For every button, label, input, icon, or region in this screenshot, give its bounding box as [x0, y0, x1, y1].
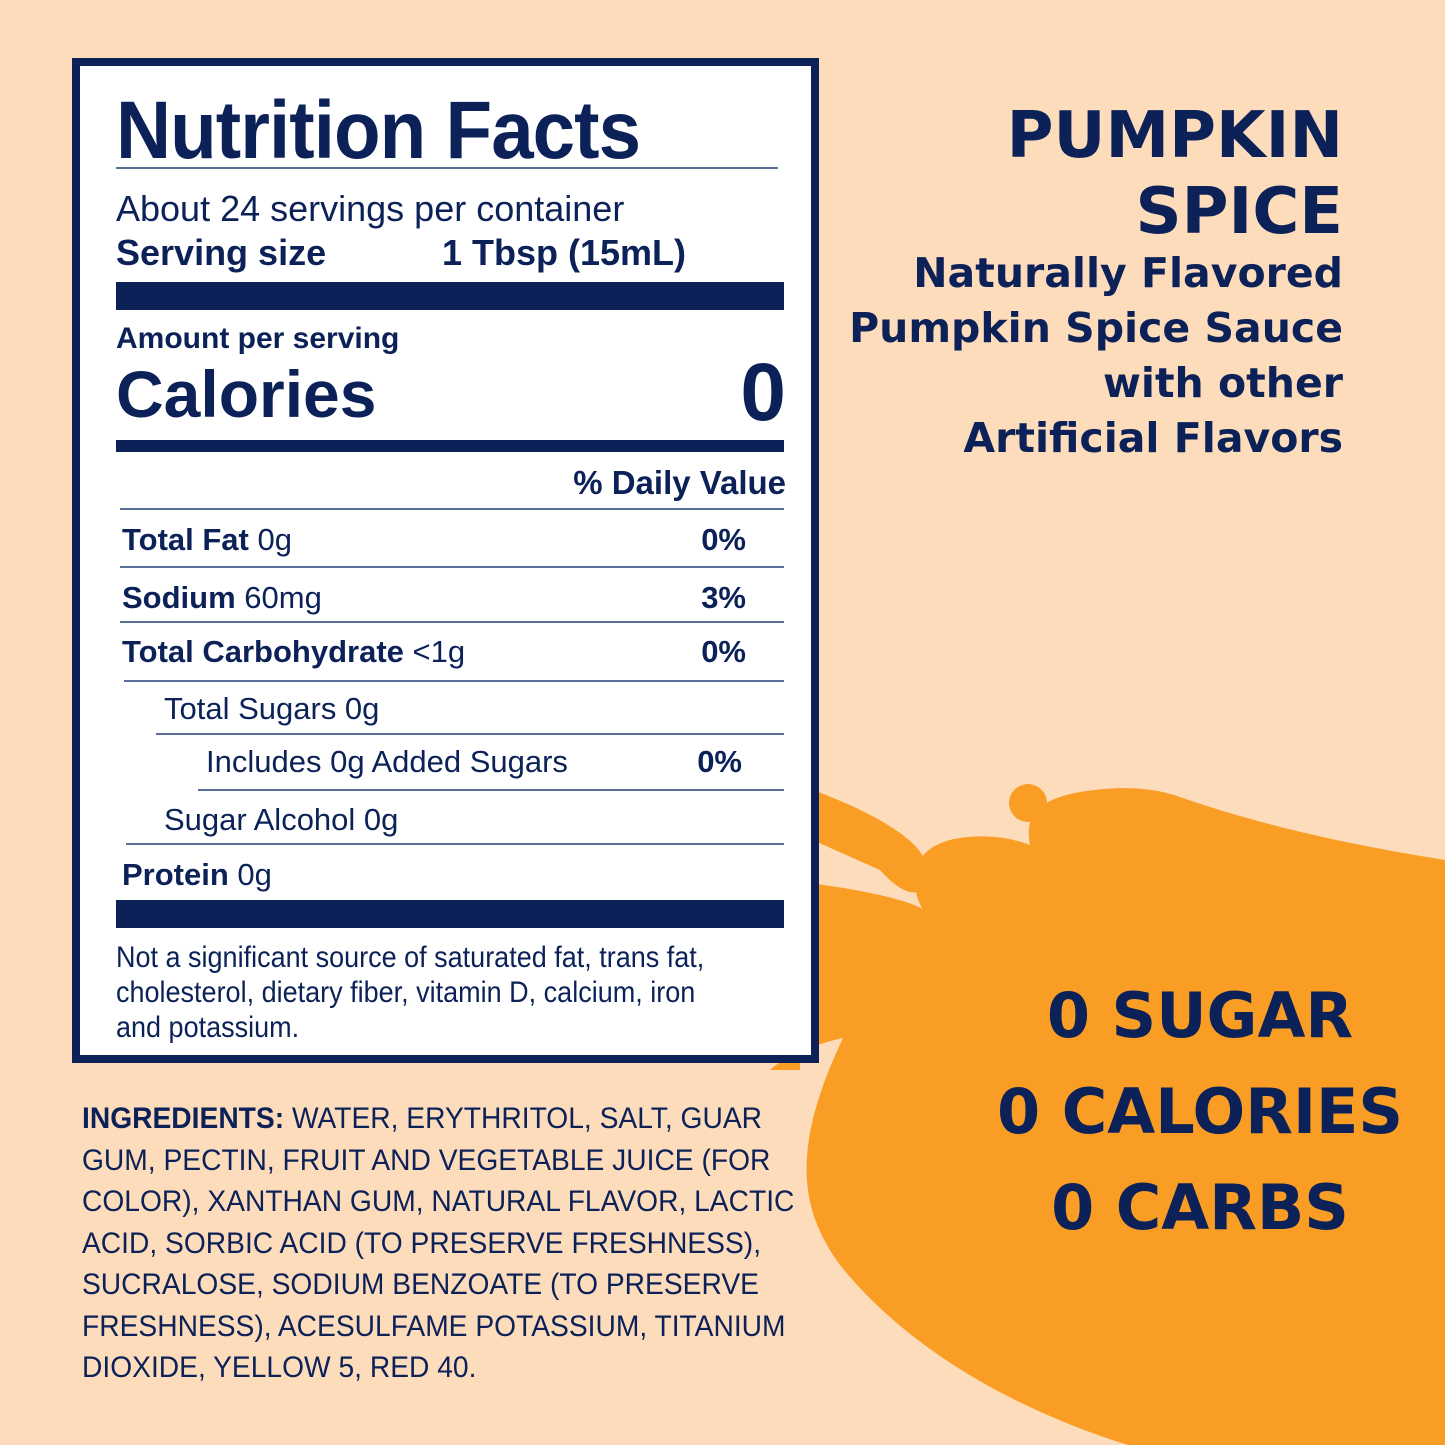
nutrient-row-protein: Protein 0g [122, 857, 746, 893]
amount-per-serving: Amount per serving [116, 322, 400, 355]
product-desc-line: Artificial Flavors [963, 414, 1343, 462]
thick-divider [116, 282, 784, 310]
product-desc-line: Naturally Flavored [913, 249, 1343, 297]
nutrient-row-sugar-alcohol: Sugar Alcohol 0g [164, 802, 742, 838]
nutrition-claims: 0 SUGAR 0 CALORIES 0 CARBS [990, 968, 1410, 1256]
ingredients-label: INGREDIENTS: [82, 1102, 285, 1135]
daily-value-header: % Daily Value [573, 464, 786, 501]
divider [120, 566, 784, 568]
nutrient-dv: 0% [701, 522, 746, 557]
nutrient-row-added-sugars: Includes 0g Added Sugars 0% [206, 744, 742, 780]
nutrient-amount: Includes 0g Added Sugars [206, 744, 568, 779]
divider [116, 167, 778, 169]
divider [120, 508, 784, 510]
nutrient-row-sodium: Sodium 60mg 3% [122, 580, 746, 616]
claim-sugar: 0 SUGAR [1046, 979, 1354, 1052]
nutrient-amount: 0g [257, 522, 292, 557]
ingredients-text: WATER, ERYTHRITOL, SALT, GUAR GUM, PECTI… [82, 1102, 795, 1384]
product-name: PUMPKIN SPICE [1007, 98, 1343, 250]
splash-arm [790, 782, 928, 893]
serving-size-value: 1 Tbsp (15mL) [442, 232, 687, 273]
medium-divider [116, 440, 784, 452]
nutrient-dv: 0% [697, 744, 742, 779]
calories-value: 0 [740, 347, 786, 438]
divider [156, 733, 784, 735]
nutrient-amount: Sugar Alcohol 0g [164, 802, 399, 837]
divider [120, 621, 784, 623]
divider [198, 789, 784, 791]
serving-size-label: Serving size [116, 232, 327, 273]
nutrient-name: Total Carbohydrate [122, 634, 404, 669]
product-desc-line: with other [1103, 359, 1343, 407]
ingredients-list: INGREDIENTS: WATER, ERYTHRITOL, SALT, GU… [82, 1098, 806, 1389]
divider [124, 680, 784, 682]
nutrient-name: Total Fat [122, 522, 249, 557]
product-name-line1: PUMPKIN [1006, 99, 1343, 173]
nutrient-name: Sodium [122, 580, 236, 615]
nutrient-amount: <1g [412, 634, 466, 669]
claim-calories: 0 CALORIES [996, 1075, 1404, 1148]
panel-title: Nutrition Facts [116, 85, 641, 176]
nutrient-row-total-carbohydrate: Total Carbohydrate <1g 0% [122, 634, 746, 670]
nutrient-amount: 0g [237, 857, 272, 892]
nutrient-row-total-fat: Total Fat 0g 0% [122, 522, 746, 558]
nutrition-facts-panel: Nutrition Facts About 24 servings per co… [72, 58, 819, 1063]
thick-divider [116, 900, 784, 928]
nutrient-dv: 3% [701, 580, 746, 615]
product-description: Naturally Flavored Pumpkin Spice Sauce w… [849, 246, 1343, 466]
footnote: Not a significant source of saturated fa… [116, 941, 705, 1044]
product-name-line2: SPICE [1135, 175, 1344, 249]
claim-carbs: 0 CARBS [1051, 1171, 1349, 1244]
nutrient-dv: 0% [701, 634, 746, 669]
divider [126, 843, 784, 845]
nutrient-name: Protein [122, 857, 229, 892]
calories-label: Calories [116, 357, 377, 431]
nutrient-row-total-sugars: Total Sugars 0g [164, 691, 742, 727]
servings-per-container: About 24 servings per container [116, 188, 625, 229]
nutrient-amount: Total Sugars 0g [164, 691, 380, 726]
product-desc-line: Pumpkin Spice Sauce [849, 304, 1343, 352]
splash-blob [770, 788, 1445, 1445]
nutrient-amount: 60mg [244, 580, 322, 615]
